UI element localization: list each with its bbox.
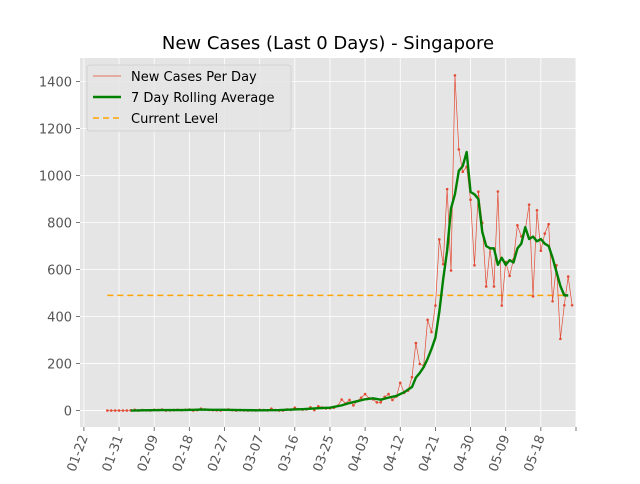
- daily-cases-point: [348, 398, 351, 402]
- y-tick-label: 400: [47, 311, 72, 326]
- daily-cases-point: [414, 341, 418, 345]
- y-tick-label: 800: [47, 217, 72, 232]
- daily-cases-point: [559, 337, 562, 341]
- daily-cases-point: [391, 398, 394, 402]
- daily-cases-point: [363, 392, 367, 396]
- daily-cases-point: [547, 222, 550, 226]
- daily-cases-point: [457, 148, 461, 151]
- daily-cases-point: [508, 274, 511, 278]
- daily-cases-point: [379, 401, 383, 404]
- daily-cases-point: [543, 232, 547, 235]
- daily-cases-point: [441, 262, 445, 266]
- daily-cases-point: [473, 263, 476, 267]
- daily-cases-point: [109, 409, 113, 412]
- y-tick-label: 1200: [39, 123, 72, 138]
- legend-item-rolling: 7 Day Rolling Average: [131, 91, 274, 106]
- legend-box: [86, 64, 292, 132]
- daily-cases-point: [453, 74, 457, 77]
- legend-item-current: Current Level: [131, 112, 218, 127]
- rolling-average-line: [130, 150, 569, 412]
- daily-cases-point: [113, 409, 117, 412]
- daily-cases-point: [398, 381, 402, 385]
- y-tick-label: 200: [47, 358, 72, 373]
- daily-cases-point: [496, 190, 500, 193]
- daily-cases-point: [125, 409, 129, 412]
- daily-cases-point: [492, 285, 496, 288]
- y-tick-label: 1400: [39, 76, 72, 91]
- daily-cases-point: [445, 187, 449, 191]
- daily-cases-point: [477, 190, 480, 194]
- daily-cases-point: [484, 285, 488, 288]
- daily-cases-point: [566, 275, 570, 278]
- daily-cases-point: [461, 170, 465, 174]
- daily-cases-point: [500, 304, 504, 307]
- legend-item-daily: New Cases Per Day: [131, 70, 257, 85]
- y-tick-label: 600: [47, 264, 72, 279]
- daily-cases-point: [375, 401, 379, 404]
- daily-cases-point: [121, 409, 125, 412]
- daily-cases-point: [551, 299, 554, 303]
- daily-cases-point: [438, 238, 441, 241]
- daily-cases-point: [531, 295, 535, 298]
- daily-cases-point: [316, 405, 320, 408]
- daily-cases-point: [352, 404, 355, 407]
- daily-cases-point: [434, 304, 437, 307]
- daily-cases-point: [426, 318, 429, 322]
- daily-cases-point: [539, 249, 543, 253]
- daily-cases-point: [418, 362, 422, 366]
- daily-cases-point: [117, 409, 121, 412]
- y-tick-label: 0: [64, 405, 72, 420]
- chart-title: New Cases (Last 0 Days) - Singapore: [162, 33, 494, 54]
- daily-cases-point: [469, 198, 472, 202]
- daily-cases-point: [106, 409, 109, 412]
- daily-cases-point: [562, 303, 566, 307]
- daily-cases-point: [535, 209, 539, 212]
- daily-cases-point: [410, 375, 414, 379]
- daily-cases-point: [387, 392, 390, 396]
- daily-cases-point: [570, 303, 574, 307]
- daily-cases-point: [527, 203, 531, 206]
- daily-cases-point: [516, 224, 519, 227]
- y-tick-label: 1000: [39, 170, 72, 185]
- daily-cases-point: [430, 330, 433, 334]
- daily-cases-point: [449, 269, 453, 272]
- daily-cases-point: [359, 396, 363, 399]
- daily-cases-point: [340, 398, 343, 401]
